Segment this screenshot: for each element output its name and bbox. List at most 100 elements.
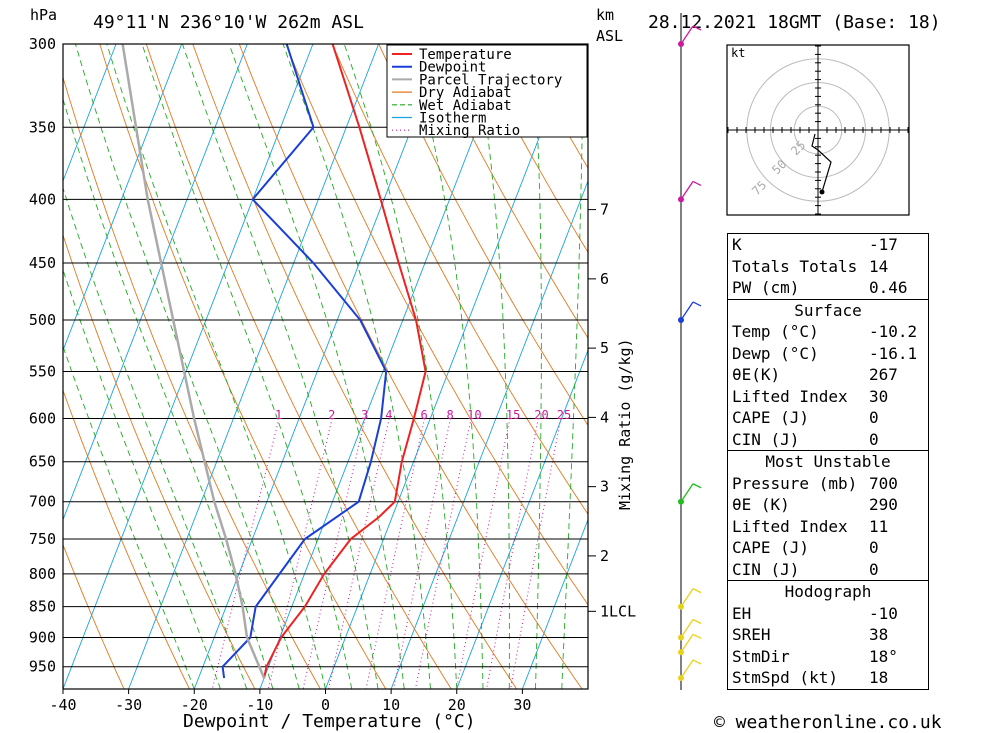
index-value: -10 (869, 603, 898, 623)
wet-adiabat-line (473, 44, 510, 689)
surface-indices: Temp (°C) -10.2 Dewp (°C) -16.1 θE(K) 267 Lift… (728, 321, 928, 450)
wet-adiabat-line (106, 44, 326, 689)
isotherm-line (63, 44, 314, 689)
surface-section: Surface Temp (°C) -10.2 Dewp (°C) -16.1 θE(K… (728, 298, 928, 451)
wet-adiabat-line (531, 44, 542, 689)
height-unit-km: km (596, 6, 614, 24)
dry-adiabat-line (63, 233, 256, 689)
wet-adiabat-line (63, 268, 221, 689)
x-axis-title: Dewpoint / Temperature (°C) (183, 711, 476, 732)
dry-adiabat-line (238, 44, 583, 689)
mixing-ratio-line (486, 418, 539, 689)
index-label: CIN (J) (732, 559, 800, 579)
index-value: 38 (869, 625, 889, 644)
wet-adiabat-line (63, 344, 195, 689)
mixing-ratio-label: 15 (506, 408, 520, 422)
index-label: Dewp (°C) (732, 343, 819, 363)
hodograph-indices: EH -10 SREH 38 StmDir 18° StmSpd (kt) 18 (728, 603, 928, 689)
index-row: StmSpd (kt) 18 (728, 667, 928, 689)
wet-adiabat-line (63, 97, 274, 689)
isotherm-line (128, 44, 379, 689)
height-tick-label: 5 (600, 339, 609, 357)
height-tick-label: 3 (600, 478, 609, 496)
index-row: θE(K) 267 (728, 364, 928, 386)
index-row: StmDir 18° (728, 646, 928, 668)
index-row: CAPE (J) 0 (728, 537, 928, 559)
index-row: Pressure (mb) 700 (728, 473, 928, 495)
index-value: 290 (869, 495, 898, 514)
most-unstable-section: Most Unstable Pressure (mb) 700 θE (K) 290 L… (728, 450, 928, 580)
dry-adiabat-line (145, 44, 452, 689)
index-value: 267 (869, 365, 898, 384)
dry-adiabat-line (471, 44, 588, 254)
copyright: © weatheronline.co.uk (714, 712, 942, 733)
index-label: θE (K) (732, 495, 790, 514)
wind-barb-flag (692, 618, 702, 625)
index-row: CIN (J) 0 (728, 559, 928, 581)
wind-barb-flag (692, 180, 702, 186)
isotherm-line (63, 44, 248, 521)
datetime-title: 28.12.2021 18GMT (Base: 18) (648, 12, 941, 33)
isotherm-line (521, 518, 588, 689)
mixing-ratio-line (302, 418, 366, 689)
wind-barb-staff (680, 181, 694, 200)
x-tick-label: 20 (448, 696, 466, 714)
mixing-ratio-line (365, 418, 426, 689)
wind-barb-staff (680, 633, 694, 653)
pressure-tick-label: 400 (29, 190, 56, 208)
mixing-ratio-axis-title: Mixing Ratio (g/kg) (616, 338, 634, 510)
x-tick-label: -20 (181, 696, 208, 714)
wind-barb-staff (680, 588, 694, 607)
mixing-ratio-label: 20 (534, 408, 548, 422)
index-row: CAPE (J) 0 (728, 407, 928, 429)
mixing-ratio-label: 1 (275, 408, 282, 422)
pressure-tick-label: 800 (29, 565, 56, 583)
mixing-ratio-line (328, 418, 390, 689)
index-value: 0 (869, 559, 879, 579)
mixing-ratio-line (211, 418, 280, 689)
index-row: Lifted Index 11 (728, 516, 928, 538)
pressure-tick-label: 300 (29, 35, 56, 53)
mixing-ratio-label: 10 (467, 408, 481, 422)
index-label: PW (cm) (732, 278, 800, 297)
index-label: Temp (°C) (732, 322, 819, 341)
dry-adiabat-line (424, 44, 588, 339)
mixing-ratio-label: 6 (421, 408, 428, 422)
pressure-tick-label: 650 (29, 453, 56, 471)
isotherm-line (390, 179, 588, 689)
wind-barb-flag (692, 633, 702, 639)
index-row: PW (cm) 0.46 (728, 277, 928, 299)
index-row: EH -10 (728, 603, 928, 625)
wind-barb-staff (680, 25, 694, 45)
wet-adiabat-line (228, 44, 405, 689)
wind-barb-flag (692, 483, 702, 489)
mixing-ratio-line (267, 418, 333, 689)
temperature-line (263, 44, 427, 679)
mixing-ratio-line (456, 418, 511, 689)
x-tick-label: -30 (115, 696, 142, 714)
pressure-gridlines (63, 43, 588, 668)
wind-barb-flag (692, 659, 702, 665)
index-value: 30 (869, 386, 889, 406)
pressure-tick-label: 550 (29, 362, 56, 380)
index-row: Dewp (°C) -16.1 (728, 343, 928, 365)
pressure-tick-label: 700 (29, 493, 56, 511)
index-row: θE (K) 290 (728, 494, 928, 516)
height-tick-label: 6 (600, 270, 609, 288)
isotherm-line (259, 44, 511, 689)
pressure-tick-label: 850 (29, 598, 56, 616)
sounding-profiles (121, 44, 427, 679)
index-value: 18 (869, 668, 889, 687)
mixing-ratio-line (510, 418, 562, 689)
pressure-tick-label: 500 (29, 311, 56, 329)
index-label: K (732, 235, 742, 254)
pressure-tick-label: 450 (29, 254, 56, 272)
thermo-background (63, 44, 588, 689)
wet-adiabat-line (74, 44, 300, 689)
index-value: 0 (869, 408, 879, 427)
height-tick-label: 4 (600, 408, 609, 426)
index-label: θE(K) (732, 365, 781, 384)
index-value: -16.1 (869, 343, 918, 363)
